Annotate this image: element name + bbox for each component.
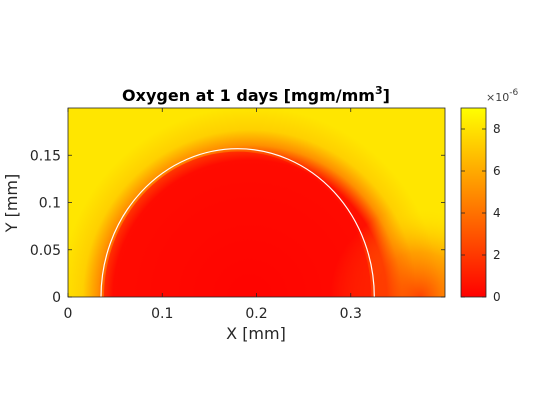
x-axis-label: X [mm] [226, 324, 286, 343]
x-tick-label: 0 [64, 306, 73, 322]
y-tick-label: 0.15 [30, 148, 61, 164]
y-axis-label: Y [mm] [2, 174, 21, 234]
chart-title: Oxygen at 1 days [mgm/mm3] [122, 84, 390, 105]
colorbar-exponent-base: ×10 [486, 91, 509, 104]
colorbar-tick-label: 6 [493, 164, 501, 178]
y-tick-label: 0.05 [30, 243, 61, 259]
colorbar-tick-label: 0 [493, 290, 501, 304]
y-tick-label: 0.1 [39, 196, 61, 212]
y-axis: 0 0.05 0.1 0.15 [30, 148, 445, 306]
colorbar-exponent: ×10-6 [486, 88, 518, 104]
colorbar-gradient [460, 107, 487, 298]
y-tick-label: 0 [52, 290, 61, 306]
x-tick-label: 0.2 [245, 306, 267, 322]
colorbar-tick-label: 2 [493, 248, 501, 262]
x-axis: 0 0.1 0.2 0.3 [64, 108, 362, 322]
x-tick-label: 0.1 [151, 306, 173, 322]
region-boundary [100, 148, 375, 297]
chart-title-main: Oxygen at 1 days [mgm/mm [122, 86, 375, 105]
colorbar: 0 2 4 6 8 ×10-6 [460, 88, 518, 304]
chart-title-end: ] [383, 86, 390, 105]
x-tick-label: 0.3 [340, 306, 362, 322]
chart-title-superscript: 3 [375, 84, 383, 97]
colorbar-tick-label: 4 [493, 206, 501, 220]
colorbar-tick-label: 8 [493, 122, 501, 136]
colorbar-ticks: 0 2 4 6 8 [461, 122, 501, 304]
colorbar-exponent-power: -6 [509, 88, 518, 98]
inner-region [103, 151, 372, 297]
heatmap-field [68, 108, 445, 297]
